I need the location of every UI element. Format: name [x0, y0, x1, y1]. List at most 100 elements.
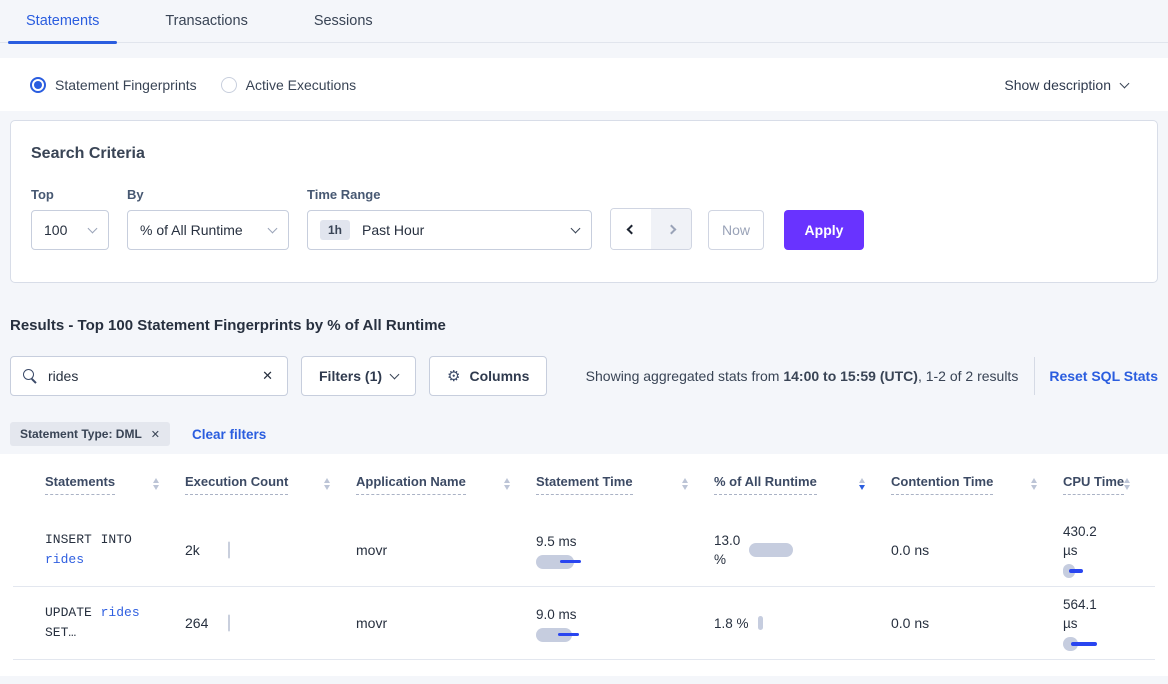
search-criteria-title: Search Criteria [31, 145, 145, 162]
show-description-label: Show description [1004, 76, 1111, 93]
sort-icon [504, 477, 510, 491]
sort-icon [324, 477, 330, 491]
cpu-time-value: 564.1 [1063, 597, 1097, 612]
execution-count-cell: 2k [185, 514, 356, 586]
top-label: Top [31, 187, 54, 202]
statement-time-bar [536, 627, 600, 642]
cpu-time-unit: µs [1063, 543, 1078, 558]
results-toolbar: ✕ Filters (1) ⚙ Columns Showing aggregat… [0, 356, 1168, 396]
time-range-arrows [610, 208, 692, 250]
column-header-pct-runtime[interactable]: % of All Runtime [714, 474, 891, 495]
sql-text: UPDATE [45, 605, 92, 620]
cpu-time-value: 430.2 [1063, 524, 1097, 539]
showing-stats-text: Showing aggregated stats from 14:00 to 1… [586, 368, 1019, 384]
column-header-statement-time[interactable]: Statement Time [536, 474, 714, 495]
statements-table: Statements Execution Count Application N… [0, 454, 1168, 676]
results-heading: Results - Top 100 Statement Fingerprints… [10, 317, 446, 334]
contention-time-cell: 0.0 ns [891, 542, 930, 558]
column-header-execution-count[interactable]: Execution Count [185, 474, 356, 495]
column-label: Execution Count [185, 474, 289, 495]
showing-suffix: , 1-2 of 2 results [917, 368, 1019, 384]
radio-unselected-icon [220, 76, 237, 93]
by-label: By [127, 187, 144, 202]
chevron-down-icon [570, 223, 581, 234]
column-label: Statements [45, 474, 116, 495]
time-range-label: Time Range [307, 187, 381, 202]
page-tabs: Statements Transactions Sessions [0, 0, 1168, 44]
statement-time-bar [536, 554, 600, 569]
by-select[interactable]: % of All Runtime [127, 210, 289, 250]
columns-button[interactable]: ⚙ Columns [429, 356, 548, 396]
apply-button[interactable]: Apply [784, 210, 864, 250]
cpu-time-bar [1063, 637, 1127, 651]
statement-time-value: 9.0 ms [536, 606, 577, 622]
sql-text: SET… [45, 625, 77, 640]
search-icon [23, 368, 38, 384]
filter-chip-statement-type: Statement Type: DML ✕ [10, 422, 171, 446]
pct-runtime-unit: % [714, 552, 727, 567]
divider [1034, 357, 1036, 395]
now-button[interactable]: Now [708, 210, 764, 250]
top-control: Top 100 [31, 187, 109, 250]
application-name-cell: movr [356, 542, 388, 558]
statement-search-box: ✕ [10, 356, 288, 396]
radio-active-executions[interactable]: Active Executions [220, 76, 357, 93]
pct-runtime-cell: 13.0 % [714, 531, 891, 569]
sort-icon [1124, 477, 1131, 491]
statement-link[interactable]: rides [100, 605, 140, 620]
column-label: CPU Time [1063, 474, 1125, 495]
statement-time-cell: 9.0 ms [536, 605, 714, 642]
sort-icon [682, 477, 688, 491]
column-header-cpu-time[interactable]: CPU Time [1063, 474, 1151, 495]
time-range-badge: 1h [320, 220, 351, 240]
time-range-control: Time Range 1h Past Hour [307, 187, 592, 250]
clear-search-icon[interactable]: ✕ [262, 368, 273, 383]
radio-label: Statement Fingerprints [55, 76, 197, 93]
filter-chips-row: Statement Type: DML ✕ Clear filters [0, 422, 1168, 446]
remove-filter-icon[interactable]: ✕ [150, 428, 161, 441]
pct-runtime-value: 1.8 % [714, 615, 749, 631]
column-header-statements[interactable]: Statements [45, 474, 185, 495]
filters-button[interactable]: Filters (1) [301, 356, 417, 396]
gear-icon: ⚙ [447, 367, 461, 385]
execution-count-bar [228, 541, 230, 559]
show-description-toggle[interactable]: Show description [1004, 76, 1130, 93]
by-control: By % of All Runtime [127, 187, 289, 250]
reset-sql-stats-link[interactable]: Reset SQL Stats [1049, 368, 1158, 384]
statement-fingerprint-cell: UPDATE rides SET… [45, 603, 167, 643]
top-select[interactable]: 100 [31, 210, 109, 250]
cpu-time-cell: 564.1 µs [1063, 595, 1151, 651]
time-range-next-button[interactable] [651, 209, 691, 249]
table-header-row: Statements Execution Count Application N… [13, 454, 1155, 514]
chevron-down-icon [267, 223, 278, 234]
radio-selected-icon [30, 76, 46, 93]
time-range-value: Past Hour [362, 222, 425, 238]
clear-filters-link[interactable]: Clear filters [192, 426, 267, 442]
showing-prefix: Showing aggregated stats from [585, 368, 784, 384]
top-value: 100 [44, 222, 68, 238]
filters-label: Filters (1) [319, 368, 383, 384]
column-label: Contention Time [891, 474, 994, 495]
radio-label: Active Executions [245, 76, 357, 93]
column-header-contention-time[interactable]: Contention Time [891, 474, 1063, 495]
statement-link[interactable]: rides [45, 552, 85, 567]
statement-time-value: 9.5 ms [536, 533, 577, 549]
time-range-prev-button[interactable] [611, 209, 651, 249]
tab-statements[interactable]: Statements [8, 0, 118, 44]
column-header-application-name[interactable]: Application Name [356, 474, 536, 495]
chevron-down-icon [1119, 78, 1130, 88]
tab-transactions[interactable]: Transactions [165, 13, 248, 29]
table-row: UPDATE rides SET… 264 movr 9.0 ms 1.8 % … [13, 587, 1155, 660]
time-range-select[interactable]: 1h Past Hour [307, 210, 592, 250]
cpu-time-cell: 430.2 µs [1063, 522, 1151, 578]
execution-count-bar [228, 614, 230, 632]
column-label: % of All Runtime [714, 474, 817, 495]
view-toggle-bar: Statement Fingerprints Active Executions… [0, 58, 1168, 111]
chevron-down-icon [389, 369, 400, 380]
radio-statement-fingerprints[interactable]: Statement Fingerprints [30, 76, 197, 93]
execution-count-cell: 264 [185, 587, 356, 659]
search-input[interactable] [48, 368, 261, 384]
showing-range: 14:00 to 15:59 (UTC) [783, 368, 918, 384]
tab-sessions[interactable]: Sessions [313, 13, 373, 29]
search-criteria-card: Search Criteria Top 100 By % of All Runt… [10, 120, 1158, 283]
